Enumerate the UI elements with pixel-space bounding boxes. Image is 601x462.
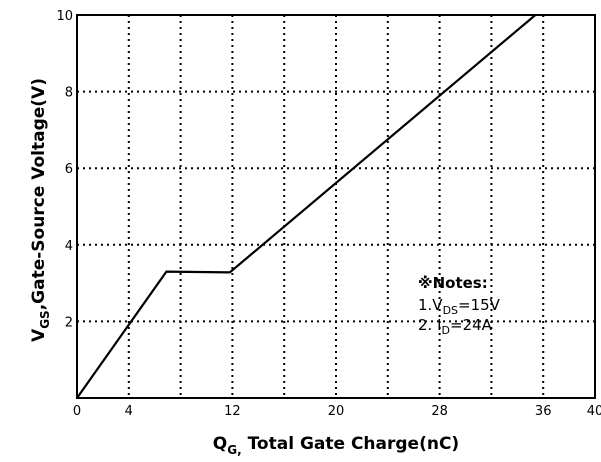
grid-lines (77, 15, 595, 398)
notes-annotation: ※Notes: 1.VDS=15V 2. ID=24A (418, 274, 501, 337)
y-tick-label: 6 (65, 162, 73, 177)
y-tick-label: 10 (56, 9, 73, 24)
notes-line-2: 2. ID=24A (418, 316, 493, 337)
x-tick-label: 28 (431, 404, 448, 419)
x-tick-label: 20 (328, 404, 345, 419)
y-axis-title: VGS,Gate-Source Voltage(V) (29, 78, 52, 342)
x-tick-label: 36 (535, 404, 552, 419)
y-tick-label: 2 (65, 315, 73, 330)
x-tick-label: 0 (73, 404, 81, 419)
x-axis-title: QG, Total Gate Charge(nC) (213, 434, 459, 457)
x-tick-label: 12 (224, 404, 241, 419)
y-tick-labels: 2 4 6 8 10 (56, 9, 73, 330)
y-tick-label: 4 (65, 239, 73, 254)
notes-title: ※Notes: (418, 274, 488, 292)
series-line (76, 14, 537, 399)
x-tick-labels: 0 4 12 20 28 36 40 (73, 404, 601, 419)
plot-frame (76, 14, 596, 399)
x-tick-label: 4 (125, 404, 133, 419)
y-tick-label: 8 (65, 86, 73, 101)
notes-line-1: 1.VDS=15V (418, 296, 501, 317)
x-tick-label: 40 (587, 404, 601, 419)
